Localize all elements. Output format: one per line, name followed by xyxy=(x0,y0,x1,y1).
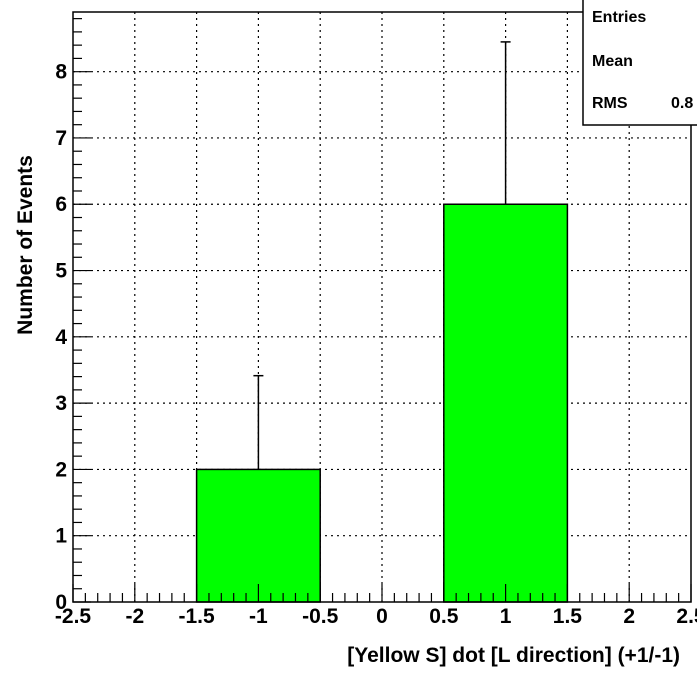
bar-1 xyxy=(443,203,569,603)
x-axis-title: [Yellow S] dot [L direction] (+1/-1) xyxy=(347,644,680,667)
y-tick-label-4: 4 xyxy=(55,326,67,349)
x-tick-labels: -2.5 -2 -1.5 -1 -0.5 0 0.5 1 1.5 2 2.5 xyxy=(55,605,697,628)
bar-0 xyxy=(195,468,321,603)
x-tick-label-5: 0 xyxy=(376,605,388,628)
error-bars xyxy=(253,41,511,470)
y-tick-labels: 0 1 2 3 4 5 6 7 8 xyxy=(55,61,67,614)
y-tick-label-6: 6 xyxy=(55,193,67,216)
y-tick-label-7: 7 xyxy=(55,127,67,150)
y-tick-label-0: 0 xyxy=(55,591,67,614)
x-tick-label-0: -2.5 xyxy=(55,605,92,628)
stats-rms-label: RMS xyxy=(592,95,628,112)
stats-mean-label: Mean xyxy=(592,53,633,70)
y-tick-label-5: 5 xyxy=(55,260,67,283)
stats-rms-value: 0.8 xyxy=(671,95,693,112)
x-tick-label-7: 1 xyxy=(500,605,512,628)
x-tick-label-2: -1.5 xyxy=(179,605,216,628)
x-tick-label-1: -2 xyxy=(125,605,144,628)
x-tick-label-4: -0.5 xyxy=(302,605,339,628)
stats-box: Entries Mean RMS 0.8 xyxy=(582,0,697,126)
y-axis-title: Number of Events xyxy=(14,155,37,335)
axis-ticks xyxy=(72,18,692,603)
stats-box-frame xyxy=(582,0,697,126)
y-tick-label-2: 2 xyxy=(55,458,67,481)
x-tick-label-10: 2.5 xyxy=(676,605,697,628)
y-tick-label-1: 1 xyxy=(55,525,67,548)
y-tick-label-8: 8 xyxy=(55,61,67,84)
x-tick-label-6: 0.5 xyxy=(429,605,459,628)
stats-entries-label: Entries xyxy=(592,9,646,26)
y-tick-label-3: 3 xyxy=(55,392,67,415)
x-tick-label-8: 1.5 xyxy=(553,605,583,628)
x-tick-label-3: -1 xyxy=(249,605,268,628)
x-tick-label-9: 2 xyxy=(623,605,635,628)
